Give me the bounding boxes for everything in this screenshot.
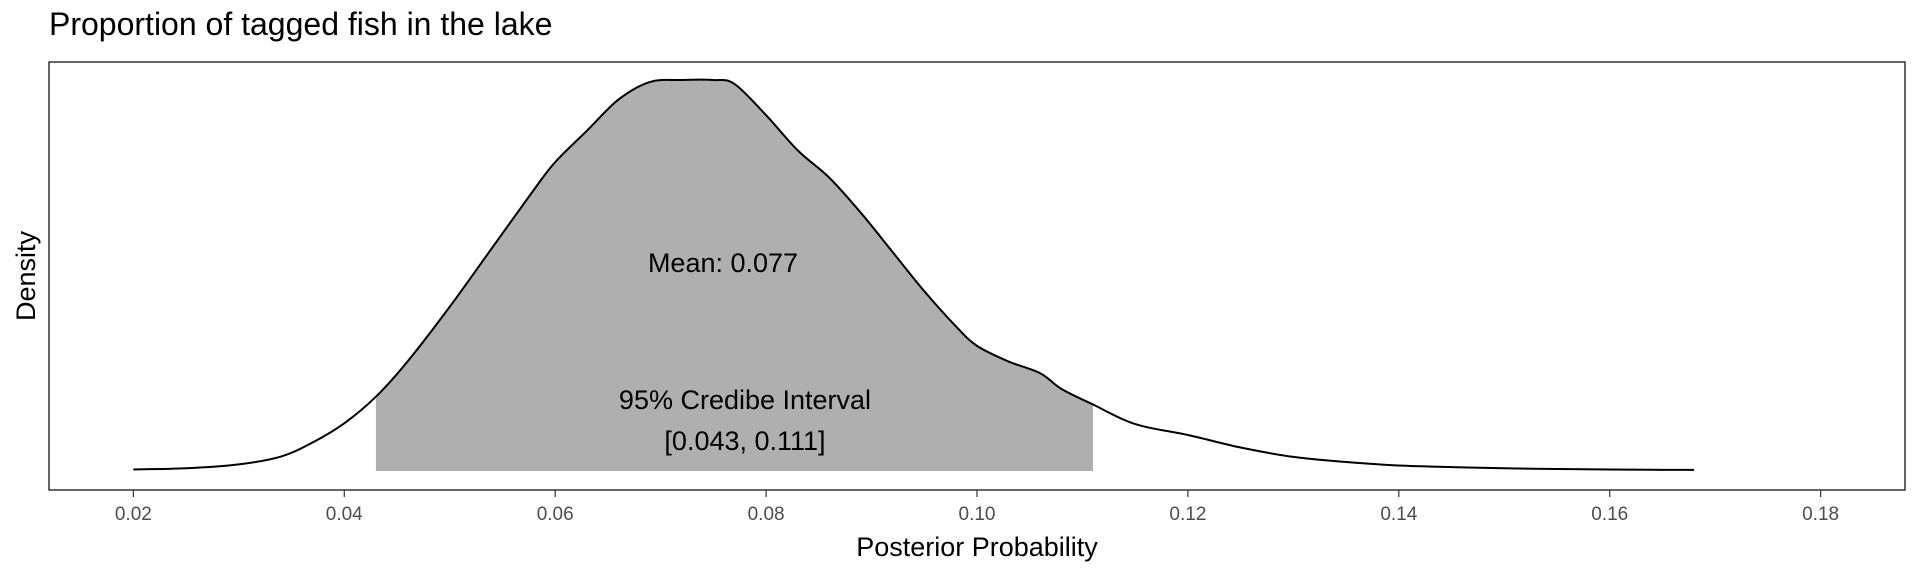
x-tick-label: 0.02: [115, 504, 152, 525]
credible-interval-title: 95% Credibe Interval: [619, 385, 871, 415]
x-tick-label: 0.08: [748, 504, 785, 525]
x-tick-label: 0.04: [326, 504, 363, 525]
x-tick-label: 0.10: [959, 504, 996, 525]
x-tick-label: 0.18: [1802, 504, 1839, 525]
credible-interval-area: [375, 79, 1093, 471]
x-axis-label: Posterior Probability: [856, 532, 1098, 562]
y-axis-label: Density: [11, 230, 41, 321]
density-curve: [133, 78, 1695, 471]
x-tick-label: 0.16: [1591, 504, 1628, 525]
x-tick-label: 0.06: [537, 504, 574, 525]
x-tick-label: 0.14: [1380, 504, 1417, 525]
x-tick-label: 0.12: [1169, 504, 1206, 525]
chart-title: Proportion of tagged fish in the lake: [49, 6, 553, 42]
x-axis: 0.02 0.04 0.06 0.08 0.10 0.12 0.14 0.16 0.18: [115, 490, 1839, 525]
mean-annotation: Mean: 0.077: [648, 248, 798, 278]
credible-interval-range: [0.043, 0.111]: [664, 426, 825, 456]
